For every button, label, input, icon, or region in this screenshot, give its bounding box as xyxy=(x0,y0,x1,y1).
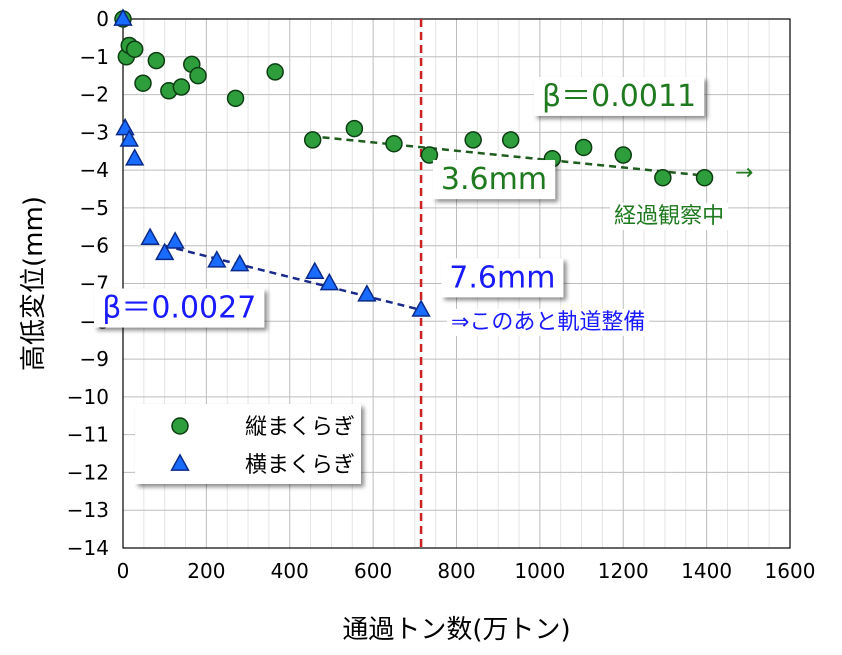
data-point-triangle xyxy=(207,250,227,268)
data-point-circle xyxy=(147,51,166,70)
x-tick-label: 1000 xyxy=(514,559,565,583)
data-point-triangle xyxy=(411,299,431,317)
data-point-circle xyxy=(695,168,714,187)
y-tick-label: 0 xyxy=(96,7,109,31)
data-point-circle xyxy=(385,134,403,153)
data-point-circle xyxy=(189,66,207,85)
data-point-triangle xyxy=(319,272,340,291)
data-point-circle xyxy=(303,131,322,149)
y-tick-label: −4 xyxy=(80,158,109,182)
annotation-bg xyxy=(610,203,729,231)
annotation-box xyxy=(432,160,556,200)
y-tick-label: −10 xyxy=(67,385,109,409)
y-tick-label: −1 xyxy=(80,45,109,69)
data-point-circle xyxy=(226,89,245,108)
data-point-triangle xyxy=(113,8,133,26)
data-point-triangle xyxy=(305,261,325,279)
grid xyxy=(122,18,791,549)
x-tick-label: 1400 xyxy=(681,559,732,583)
y-tick-label: −5 xyxy=(80,196,109,220)
data-point-circle xyxy=(501,131,520,149)
plot-area-frame xyxy=(122,18,791,549)
x-tick-label: 0 xyxy=(117,559,130,583)
legend-marker-triangle xyxy=(170,453,190,471)
legend-label: 縦まくらぎ xyxy=(245,415,355,440)
data-point-triangle xyxy=(357,284,377,302)
data-points xyxy=(113,8,714,317)
data-point-triangle xyxy=(119,129,139,147)
annotation-box xyxy=(441,258,564,298)
data-point-circle xyxy=(125,40,144,58)
data-point-triangle xyxy=(125,148,145,166)
y-tick-label: −6 xyxy=(80,234,109,258)
x-tick-label: 800 xyxy=(437,559,475,583)
annotation-box xyxy=(534,76,705,116)
annotation-text: β＝0.0027 xyxy=(102,291,256,326)
data-point-circle xyxy=(345,119,364,138)
legend-label: 横まくらぎ xyxy=(245,453,355,478)
data-point-triangle xyxy=(165,231,185,249)
data-point-triangle xyxy=(230,253,250,272)
y-tick-label: −13 xyxy=(67,498,109,522)
annotation-text: 7.6mm xyxy=(449,260,555,295)
y-tick-label: −3 xyxy=(80,120,109,144)
y-axis-title: 高低変位(mm) xyxy=(19,196,49,371)
data-point-circle xyxy=(134,74,152,92)
y-tick-label: −9 xyxy=(80,347,109,371)
x-axis-title: 通過トン数(万トン) xyxy=(342,615,570,645)
y-tick-label: −2 xyxy=(80,83,109,107)
annotation-text: 3.6mm xyxy=(441,162,547,197)
data-point-triangle xyxy=(140,227,160,245)
x-tick-label: 600 xyxy=(354,559,392,583)
y-tick-label: −12 xyxy=(67,460,109,484)
annotation-bg xyxy=(446,308,650,336)
trend-line xyxy=(164,244,422,312)
legend-marker-circle xyxy=(171,417,189,435)
y-tick-label: −14 xyxy=(67,536,109,560)
annotation-box xyxy=(94,288,265,328)
data-point-circle xyxy=(172,78,191,96)
data-point-circle xyxy=(614,146,632,164)
x-tick-label: 400 xyxy=(271,559,309,583)
y-tick-label: −11 xyxy=(67,423,109,447)
data-point-circle xyxy=(464,131,482,149)
tick-labels: 0 200 400 600 800 1000 1200 1400 1600 0 −1 −2 −3 −4 −5… xyxy=(67,7,816,583)
data-point-triangle xyxy=(155,242,175,261)
data-point-circle xyxy=(574,138,593,157)
x-tick-label: 1200 xyxy=(598,559,649,583)
data-point-circle xyxy=(420,146,439,164)
trend-line xyxy=(310,134,707,178)
annotation-text: 経過観察中 xyxy=(614,204,724,229)
x-tick-label: 200 xyxy=(187,559,225,583)
data-point-circle xyxy=(266,63,284,81)
annotation-text: ⇒このあと軌道整備 xyxy=(451,310,645,335)
annotation-text: β＝0.0011 xyxy=(542,79,696,114)
annotation-text: → xyxy=(735,161,753,186)
data-point-circle xyxy=(654,168,672,187)
x-tick-label: 1600 xyxy=(765,559,816,583)
annotations: β＝0.0011 3.6mm → 経過観察中 7.6mm ⇒このあと軌道整備 β＝0.002… xyxy=(94,76,753,336)
trend-lines xyxy=(164,134,707,312)
